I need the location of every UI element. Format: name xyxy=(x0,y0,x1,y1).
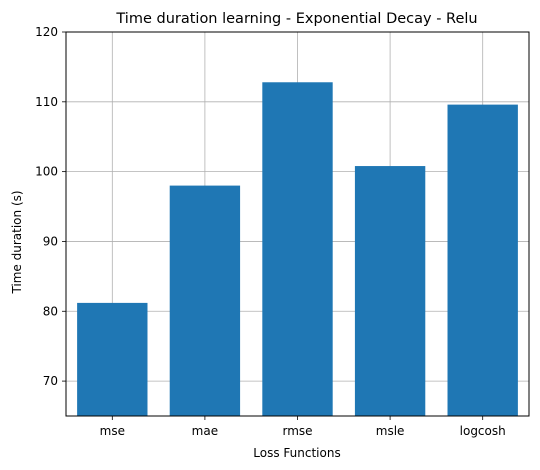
bar-mae xyxy=(169,185,241,416)
x-tick-label: logcosh xyxy=(460,424,506,438)
bar-msle xyxy=(354,166,426,416)
y-tick-label: 80 xyxy=(43,304,58,318)
bar-mse xyxy=(77,302,148,416)
x-tick-label: rmse xyxy=(282,424,312,438)
x-tick-label: mae xyxy=(192,424,218,438)
x-axis-title: Loss Functions xyxy=(253,446,340,460)
x-tick-label: mse xyxy=(100,424,125,438)
y-tick-label: 100 xyxy=(35,165,58,179)
y-tick-label: 120 xyxy=(35,25,58,39)
y-tick-label: 90 xyxy=(43,234,58,248)
bars xyxy=(77,82,518,417)
y-tick-label: 70 xyxy=(43,374,58,388)
chart-title: Time duration learning - Exponential Dec… xyxy=(115,11,477,27)
y-axis: 70 80 90 100 110 120 xyxy=(35,25,66,388)
x-axis: mse mae rmse msle logcosh xyxy=(100,416,506,438)
bar-rmse xyxy=(262,82,333,416)
bar-logcosh xyxy=(447,104,518,417)
x-tick-label: msle xyxy=(376,424,405,438)
y-tick-label: 110 xyxy=(35,95,58,109)
y-axis-title: Time duration (s) xyxy=(10,190,24,294)
